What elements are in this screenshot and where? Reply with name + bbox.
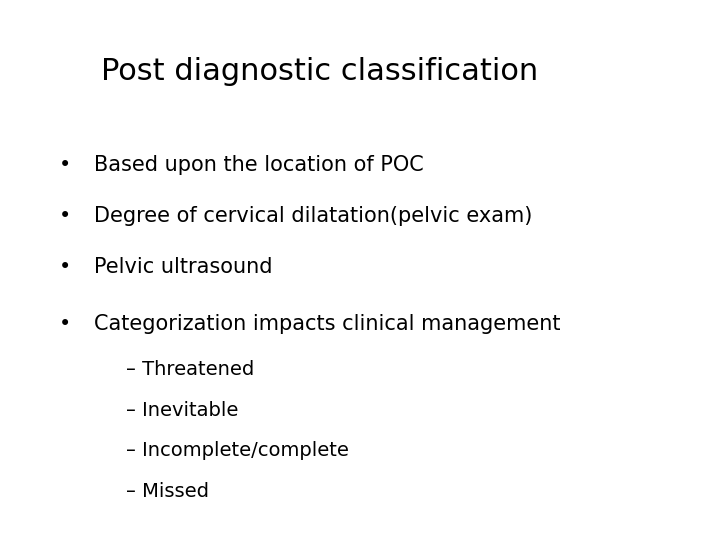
Text: •: •: [58, 314, 71, 334]
Text: – Missed: – Missed: [126, 482, 209, 501]
Text: Based upon the location of POC: Based upon the location of POC: [94, 154, 423, 175]
Text: – Inevitable: – Inevitable: [126, 401, 238, 420]
Text: Degree of cervical dilatation(pelvic exam): Degree of cervical dilatation(pelvic exa…: [94, 206, 532, 226]
Text: •: •: [58, 206, 71, 226]
Text: •: •: [58, 154, 71, 175]
Text: •: •: [58, 257, 71, 278]
Text: Categorization impacts clinical management: Categorization impacts clinical manageme…: [94, 314, 560, 334]
Text: – Incomplete/complete: – Incomplete/complete: [126, 441, 349, 461]
Text: Pelvic ultrasound: Pelvic ultrasound: [94, 257, 272, 278]
Text: Post diagnostic classification: Post diagnostic classification: [101, 57, 538, 86]
Text: – Threatened: – Threatened: [126, 360, 254, 380]
